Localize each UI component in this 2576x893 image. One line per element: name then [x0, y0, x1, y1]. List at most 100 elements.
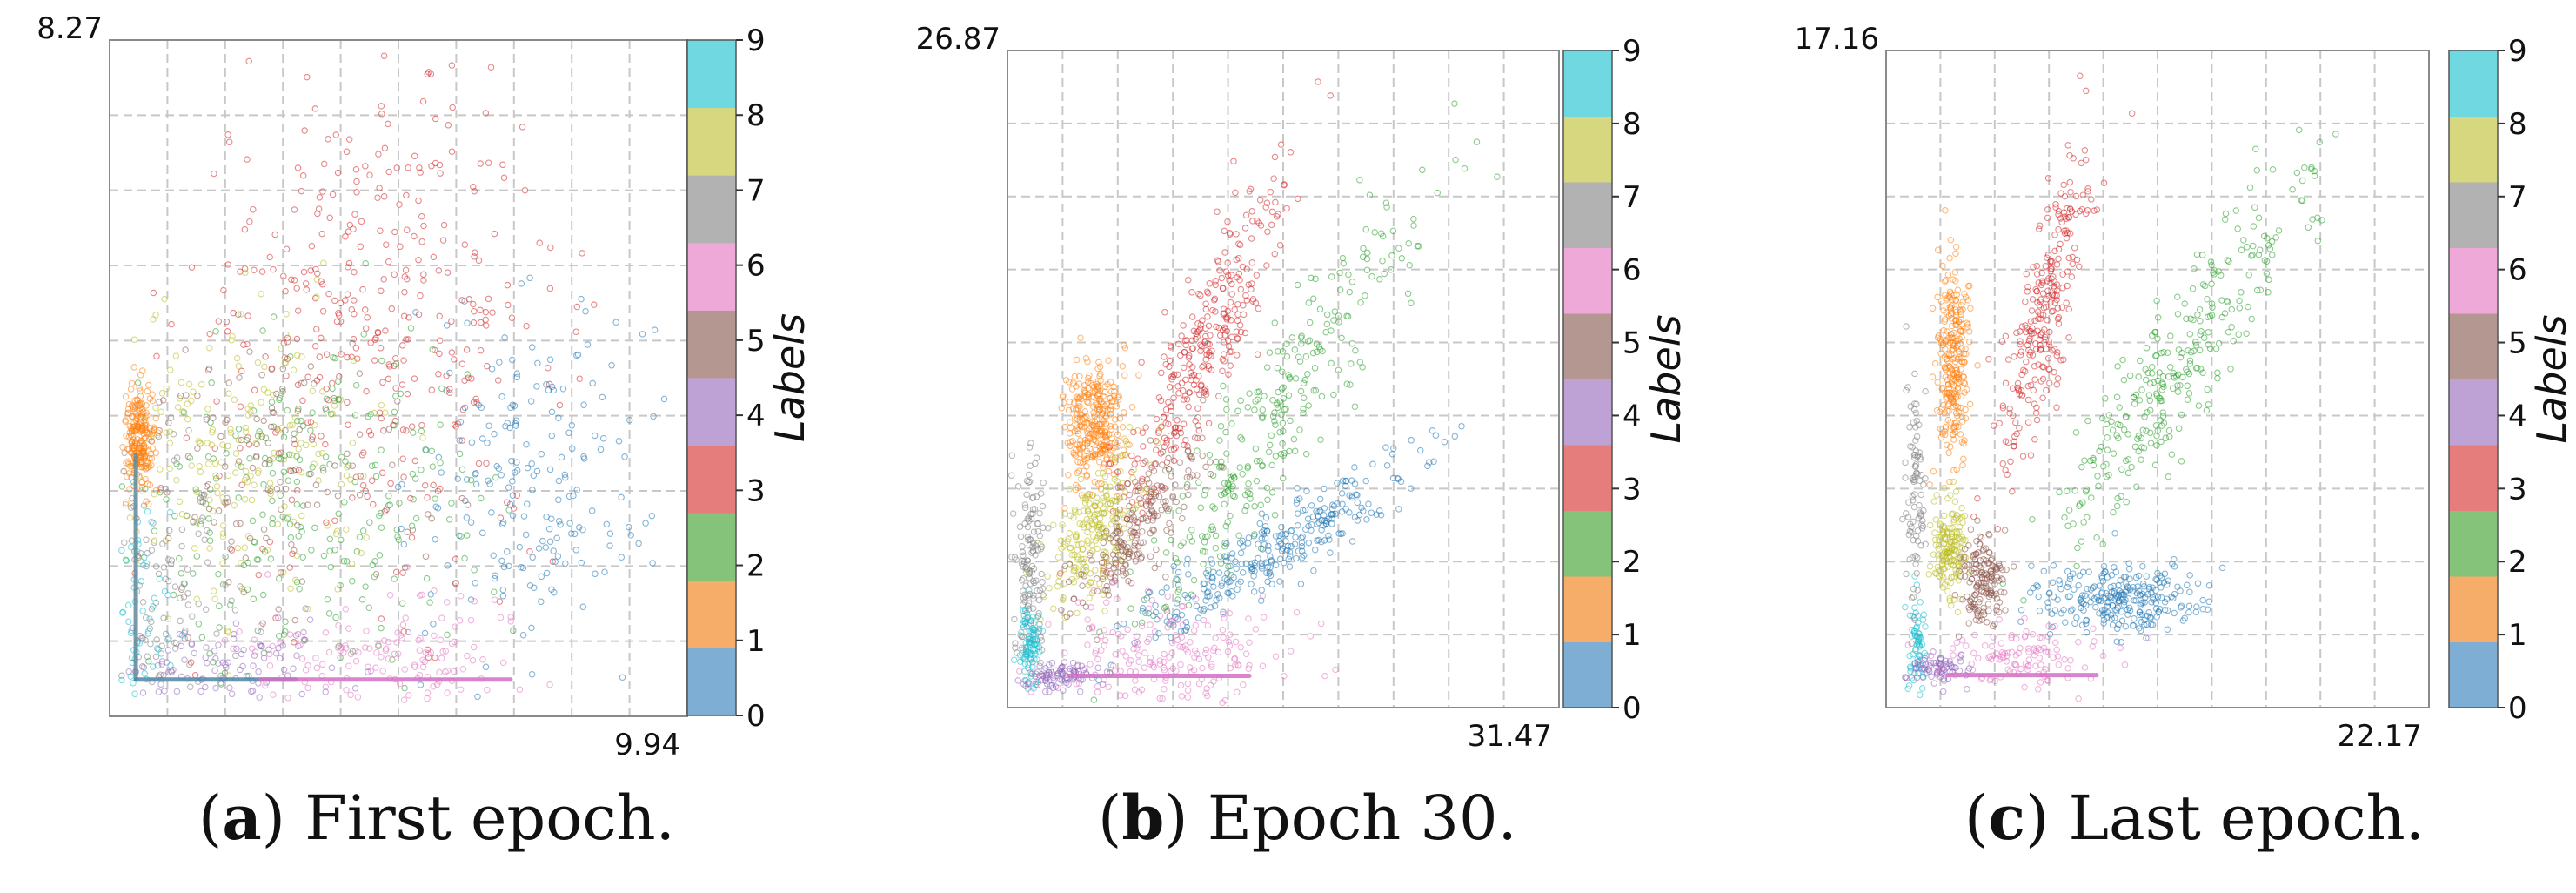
data-point — [2210, 269, 2217, 276]
data-point — [380, 276, 387, 283]
data-point — [2123, 580, 2130, 588]
data-point — [1212, 278, 1219, 285]
data-point — [2015, 387, 2023, 394]
data-point — [1186, 352, 1193, 359]
data-point — [1184, 480, 1191, 488]
data-point — [393, 164, 401, 171]
data-point — [429, 463, 437, 470]
series-label-1 — [1926, 207, 1981, 488]
data-point — [1032, 647, 1039, 655]
data-point — [1959, 373, 1967, 380]
data-point — [212, 328, 219, 335]
data-point — [435, 267, 443, 274]
data-point — [1280, 395, 1288, 402]
data-point — [385, 375, 392, 383]
data-point — [1145, 609, 1153, 617]
data-point — [1236, 321, 1244, 329]
data-point — [144, 381, 152, 389]
data-point — [553, 534, 560, 542]
data-point — [1148, 596, 1156, 604]
data-point — [1960, 350, 1968, 358]
data-point — [1162, 498, 1169, 505]
data-point — [231, 396, 238, 403]
data-point — [2222, 210, 2230, 218]
data-point — [365, 604, 373, 611]
data-point — [411, 375, 418, 382]
data-point — [1115, 393, 1123, 400]
data-point — [1121, 342, 1127, 349]
data-point — [234, 544, 242, 552]
data-point — [295, 533, 302, 540]
data-point — [612, 319, 619, 326]
data-point — [1964, 297, 1971, 304]
data-point — [505, 562, 512, 570]
data-point — [1363, 516, 1370, 523]
data-point — [356, 431, 364, 438]
data-point — [291, 440, 298, 448]
data-point — [422, 553, 430, 561]
data-point — [1325, 532, 1332, 540]
data-point — [1033, 577, 1040, 584]
data-point — [1242, 292, 1249, 299]
data-point — [224, 131, 231, 138]
data-point — [1096, 443, 1103, 450]
data-point — [1221, 249, 1228, 256]
data-point — [1127, 580, 1135, 587]
data-point — [1031, 655, 1038, 662]
data-point — [374, 194, 381, 201]
data-point — [1205, 420, 1213, 427]
data-point — [1287, 417, 1294, 425]
data-point — [221, 636, 229, 644]
data-point — [269, 497, 276, 505]
data-point — [311, 460, 318, 467]
data-point — [244, 340, 251, 348]
data-point — [1020, 574, 1027, 582]
data-point — [204, 440, 211, 446]
data-point — [2154, 335, 2161, 342]
data-point — [1334, 480, 1341, 487]
data-point — [1944, 271, 1952, 279]
data-point — [251, 636, 258, 643]
data-point — [1232, 661, 1239, 668]
data-point — [378, 287, 385, 295]
data-point — [2208, 280, 2215, 288]
data-point — [1099, 525, 1106, 532]
data-point — [1020, 588, 1027, 594]
data-point — [1239, 537, 1246, 545]
data-point — [1235, 662, 1242, 669]
data-point — [1034, 682, 1041, 688]
data-point — [313, 326, 320, 332]
data-point — [2185, 608, 2192, 616]
data-point — [2029, 352, 2037, 359]
data-point — [2197, 366, 2205, 373]
data-point — [1060, 687, 1067, 695]
data-point — [1119, 567, 1127, 575]
data-point — [2147, 440, 2155, 446]
data-point — [235, 426, 243, 433]
data-point — [660, 395, 668, 403]
data-point — [278, 506, 284, 514]
data-point — [1101, 509, 1108, 516]
data-point — [1011, 554, 1019, 561]
data-point — [402, 614, 409, 621]
data-point — [1430, 458, 1437, 466]
data-point — [2044, 316, 2051, 324]
data-point — [347, 691, 354, 699]
data-point — [1307, 633, 1315, 640]
data-point — [2088, 196, 2095, 203]
data-point — [1163, 606, 1170, 613]
data-point — [1974, 362, 1981, 369]
data-point — [315, 205, 323, 212]
data-point — [1017, 632, 1024, 639]
data-point — [1368, 509, 1375, 516]
data-point — [279, 386, 286, 393]
data-point — [1027, 673, 1034, 680]
data-point — [1246, 490, 1254, 498]
data-point — [2013, 430, 2020, 438]
data-point — [491, 430, 498, 438]
data-point — [294, 522, 301, 529]
data-point — [1170, 371, 1178, 379]
data-point — [1168, 473, 1174, 480]
axes-frame — [1007, 50, 1560, 708]
data-point — [1201, 487, 1209, 494]
